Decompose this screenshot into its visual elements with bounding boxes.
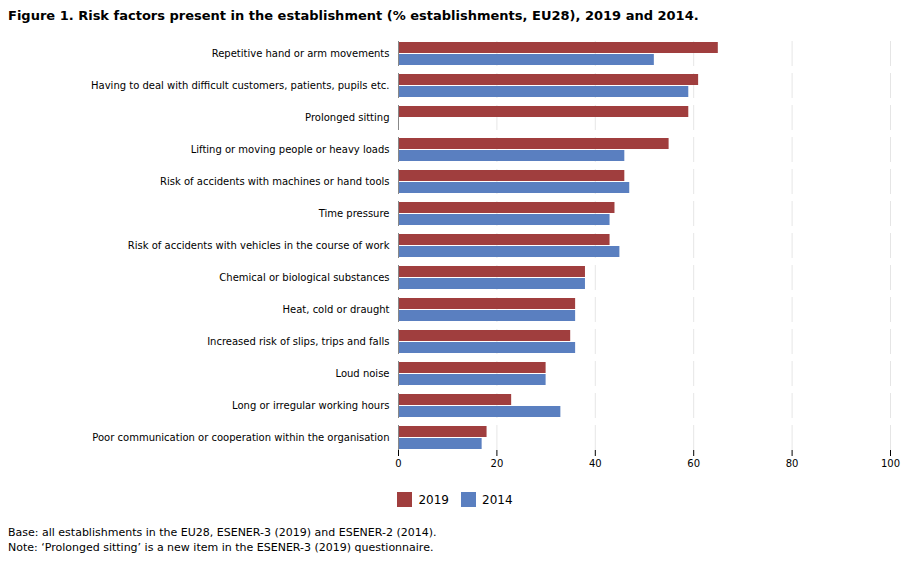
svg-text:Chemical or biological substan: Chemical or biological substances: [219, 272, 389, 283]
svg-text:Increased risk of slips, trips: Increased risk of slips, trips and falls: [207, 336, 389, 347]
html-text:2014: 2014: [482, 492, 513, 507]
svg-text:60: 60: [687, 458, 700, 469]
html-text:2019: 2019: [418, 492, 449, 507]
svg-text:40: 40: [589, 458, 602, 469]
svg-text:Poor communication or cooperat: Poor communication or cooperation within…: [92, 432, 389, 443]
svg-text:Repetitive hand or arm movemen: Repetitive hand or arm movements: [212, 48, 390, 59]
svg-text:Prolonged sitting: Prolonged sitting: [305, 112, 389, 123]
svg-text:Lifting or moving people or he: Lifting or moving people or heavy loads: [191, 144, 390, 155]
svg-text:0: 0: [395, 458, 401, 469]
svg-text:Having to deal with difficult: Having to deal with difficult customers,…: [91, 80, 389, 91]
svg-text:Time pressure: Time pressure: [318, 208, 390, 219]
svg-text:Risk of accidents with vehicle: Risk of accidents with vehicles in the c…: [128, 240, 390, 251]
svg-text:Heat, cold or draught: Heat, cold or draught: [283, 304, 390, 315]
html-text:Figure 1. Risk factors present: Figure 1. Risk factors present in the es…: [8, 8, 699, 23]
svg-text:20: 20: [491, 458, 504, 469]
svg-text:Long or irregular working hour: Long or irregular working hours: [232, 400, 389, 411]
svg-text:100: 100: [881, 458, 900, 469]
html-text:Base: all establishments in th: Base: all establishments in the EU28, ES…: [8, 526, 437, 539]
svg-text:Loud noise: Loud noise: [336, 368, 390, 379]
html-text:Note: ‘Prolonged sitting’ is a: Note: ‘Prolonged sitting’ is a new item …: [8, 541, 434, 554]
svg-text:Risk of accidents with machine: Risk of accidents with machines or hand …: [160, 176, 389, 187]
svg-text:80: 80: [786, 458, 799, 469]
